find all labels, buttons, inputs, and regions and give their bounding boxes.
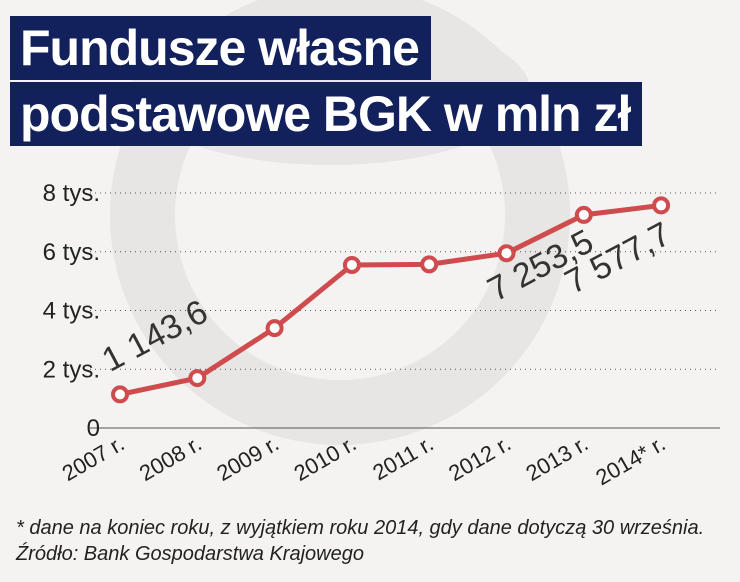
x-tick-label: 2013 r. [522,431,593,486]
data-point [111,385,129,404]
chart-title-line-1: Fundusze własne [10,16,431,80]
y-tick-label: 6 tys. [43,239,100,266]
data-points [111,196,671,404]
y-tick-label: 2 tys. [43,356,100,383]
data-point [652,196,671,215]
y-axis-ticks: 0 2 tys. 4 tys. 6 tys. 8 tys. [43,180,100,442]
footnote-source: * dane na koniec roku, z wyjątkiem roku … [16,517,705,565]
y-tick-label: 4 tys. [43,298,100,325]
x-tick-label: 2011 r. [368,431,437,485]
data-point [420,255,439,274]
line-chart: 0 2 tys. 4 tys. 6 tys. 8 tys. 2007 r. 2008 r.… [43,180,720,491]
y-tick-label: 0 [87,415,100,442]
data-point [265,319,284,338]
chart-title-line-2: podstawowe BGK w mln zł [10,82,643,146]
x-tick-label: 2014* r. [591,431,669,491]
x-tick-label: 2012 r. [444,431,515,486]
x-tick-label: 2009 r. [212,431,283,486]
data-labels: 1 143,67 253,57 577,7 [96,215,677,380]
y-tick-label: 8 tys. [43,180,100,207]
x-axis-ticks: 2007 r. 2008 r. 2009 r. 2010 r. 2011 r. 2012 … [58,431,670,491]
x-tick-label: 2010 r. [290,431,361,486]
data-point [342,255,361,274]
data-point [497,244,516,263]
x-tick-label: 2008 r. [135,431,206,486]
series-line [119,202,662,397]
data-point [574,205,593,224]
data-point [188,369,207,388]
data-label: 1 143,6 [96,293,214,380]
grid-lines [90,192,720,429]
